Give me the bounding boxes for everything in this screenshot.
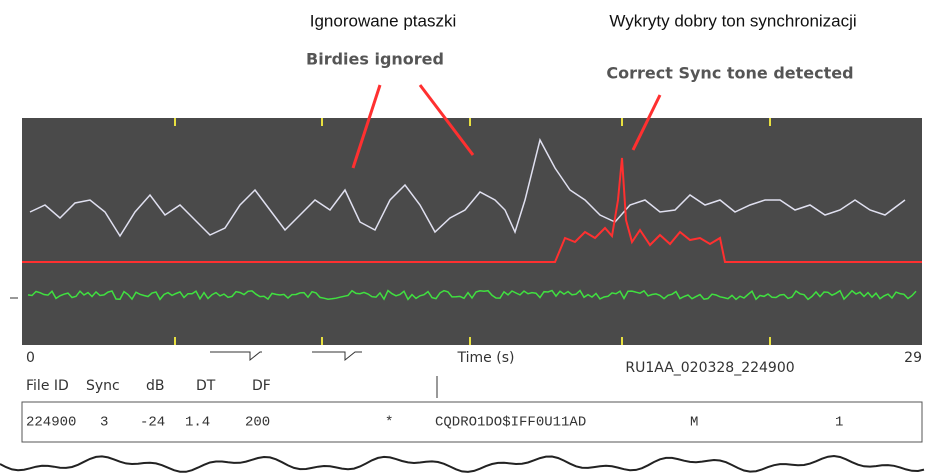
row-cell: 1.4: [185, 415, 210, 431]
arrows: [351, 84, 662, 169]
bottom-wave: [0, 454, 925, 473]
row-cell: 3: [100, 415, 108, 431]
marker: [312, 351, 362, 362]
green-trace: [27, 289, 917, 301]
annotation: Ignorowane ptaszki: [310, 11, 456, 30]
row-cell: CQDRO1DO$IFF0U11AD: [435, 415, 586, 431]
header-cell: Sync: [86, 378, 120, 394]
x-start: 0: [26, 350, 35, 366]
x-label: Time (s): [457, 350, 515, 366]
ticks: [174, 118, 771, 345]
row-cell: 200: [245, 415, 270, 431]
annotation: Correct Sync tone detected: [606, 64, 853, 83]
header-cell: dB: [146, 378, 165, 394]
marker: [210, 351, 262, 362]
row-cell: *: [385, 415, 393, 431]
table-rows: 224900 3 -24 1.4 200 * CQDRO1DO$IFF0U11AD M 1: [26, 415, 843, 431]
annotation: Birdies ignored: [306, 50, 444, 69]
x-end: 29: [904, 350, 922, 366]
red-trace: [22, 157, 922, 263]
sync-trace: [29, 137, 906, 238]
row-cell: -24: [140, 415, 165, 431]
row-cell: 224900: [26, 415, 76, 431]
annotation: Wykryty dobry ton synchronizacji: [609, 11, 856, 30]
file-name: RU1AA_020328_224900: [625, 360, 794, 376]
header-cell: DF: [252, 378, 271, 394]
table-row-box: [21, 401, 923, 443]
table-header: File ID Sync dB DT DF: [26, 378, 271, 394]
plot-area: [22, 118, 922, 345]
row-cell: 1: [835, 415, 843, 431]
header-cell: DT: [196, 378, 216, 394]
header-cell: File ID: [26, 378, 69, 394]
row-cell: M: [690, 415, 698, 431]
